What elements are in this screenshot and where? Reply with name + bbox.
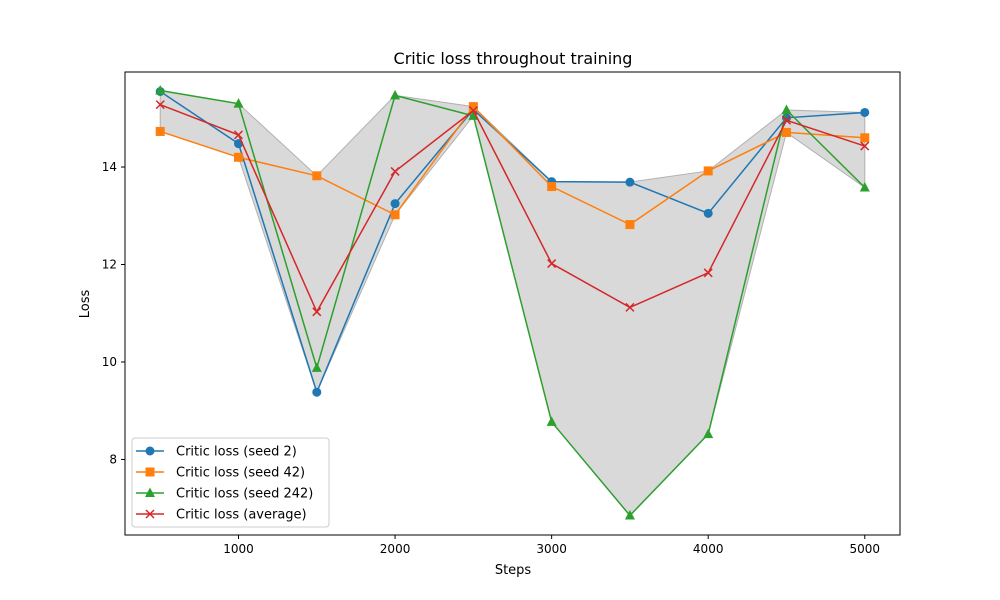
data-point (468, 102, 478, 112)
legend-entry: Critic loss (average) (176, 508, 307, 523)
data-point (155, 85, 166, 95)
data-point (547, 259, 557, 269)
data-point (468, 110, 479, 120)
data-point (703, 428, 714, 439)
legend-marker (145, 446, 155, 456)
data-point (233, 130, 244, 140)
data-point (390, 199, 400, 209)
data-point (312, 307, 322, 317)
legend-entry: Critic loss (seed 42) (176, 466, 305, 481)
data-point (312, 171, 322, 181)
data-point (781, 127, 791, 137)
data-point (155, 126, 165, 136)
data-point (625, 302, 635, 312)
data-point (547, 182, 557, 192)
data-point (859, 182, 870, 192)
data-point (390, 89, 401, 100)
data-point (546, 416, 557, 426)
x-tick-label: 4000 (693, 542, 724, 556)
x-tick-label: 3000 (536, 542, 567, 556)
data-point (390, 166, 400, 176)
data-point (781, 115, 792, 125)
series-line (159, 105, 865, 226)
legend-box (131, 437, 330, 528)
y-tick-label: 8 (109, 452, 117, 466)
axes: 1000 2000 3000 4000 5000 8 10 12 14 (102, 160, 880, 556)
chart-title: Critic loss throughout training (394, 49, 633, 68)
legend-marker (145, 509, 155, 519)
series-line (159, 103, 866, 314)
data-point (625, 220, 635, 230)
series-2 (155, 85, 870, 520)
legend-marker (145, 487, 155, 497)
y-tick-label: 14 (102, 160, 117, 174)
x-tick-label: 5000 (849, 542, 880, 556)
y-tick-label: 12 (102, 258, 117, 272)
plot-frame (124, 71, 901, 536)
data-point (155, 100, 165, 110)
x-tick-label: 1000 (223, 542, 254, 556)
data-point (781, 104, 792, 115)
data-point (390, 210, 400, 220)
legend-marker (145, 467, 155, 477)
y-tick-label: 10 (102, 355, 117, 369)
data-point (468, 105, 478, 116)
data-point (234, 152, 244, 162)
x-tick-label: 2000 (380, 542, 411, 556)
data-point (860, 133, 870, 143)
data-point (624, 510, 635, 520)
x-axis-label: Steps (495, 563, 532, 578)
legend-entry: Critic loss (seed 2) (176, 445, 297, 460)
data-point (311, 362, 322, 372)
legend: Critic loss (seed 2) Critic loss (seed 42… (131, 437, 330, 528)
series-line (160, 89, 866, 517)
plot-area (155, 85, 870, 520)
data-point (860, 141, 870, 151)
data-point (233, 98, 244, 108)
data-point (860, 107, 870, 117)
legend-entry: Critic loss (seed 242) (176, 487, 313, 502)
data-point (703, 268, 713, 278)
data-point (312, 387, 322, 397)
series-3 (155, 100, 870, 317)
data-point (703, 208, 713, 218)
data-point (703, 166, 713, 176)
series-1 (155, 102, 870, 230)
y-axis-label: Loss (78, 290, 93, 319)
data-point (625, 177, 635, 187)
